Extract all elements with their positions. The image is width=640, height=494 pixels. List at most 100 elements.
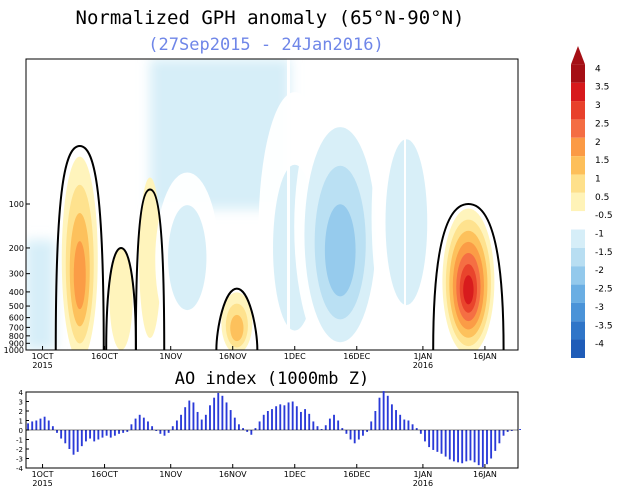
ao-bar [113, 430, 116, 436]
ao-bar [436, 430, 439, 452]
ao-bar [89, 430, 92, 439]
colorbar-swatch [571, 137, 585, 157]
ao-bar [200, 419, 203, 430]
x-tick-label: 16JAN [473, 470, 497, 479]
colorbar-swatch [571, 247, 585, 267]
ao-bar [432, 430, 435, 450]
x-tick-label: 1DEC [284, 352, 306, 361]
y-tick-label: 200 [9, 244, 24, 253]
anomaly-feature [109, 248, 133, 350]
colorbar-swatch [571, 284, 585, 303]
ao-bar [324, 425, 327, 430]
anomaly-feature [139, 177, 162, 338]
anomaly-feature [61, 156, 98, 350]
y-tick-label: 500 [9, 302, 24, 311]
y-tick-label: 100 [9, 200, 24, 209]
x-tick-year: 2016 [413, 361, 433, 370]
anomaly-band [168, 205, 207, 311]
colorbar-swatch [571, 229, 585, 248]
ao-bar [68, 430, 71, 449]
ao-bar [287, 402, 290, 430]
anomaly-band [230, 314, 244, 342]
ao-bar [118, 430, 120, 434]
ao-bar [258, 421, 261, 430]
colorbar-swatch [571, 321, 585, 340]
ao-bar [366, 430, 369, 432]
ao-bar [353, 430, 356, 444]
anomaly-band [139, 177, 162, 338]
anomaly-feature [442, 208, 495, 350]
zero-contour [134, 188, 166, 350]
ao-y-tick-label: 3 [19, 399, 23, 407]
ao-bar [242, 428, 244, 430]
ao-bar [486, 430, 488, 465]
zero-contour [215, 287, 259, 350]
ao-bar [60, 430, 63, 439]
colorbar-label: 2 [595, 138, 601, 148]
colorbar-label: -1 [595, 230, 604, 240]
ao-bar [403, 419, 406, 430]
ao-bar [386, 395, 389, 430]
colorbar-label: 4 [595, 64, 601, 74]
ao-bar [382, 391, 385, 430]
ao-bar [250, 430, 253, 435]
ao-bar [444, 430, 447, 457]
ao-bar [469, 430, 472, 461]
anomaly-band [385, 139, 428, 306]
ao-bar [370, 421, 373, 430]
ao-bar [283, 405, 286, 430]
ao-bar [316, 426, 319, 430]
x-tick-label: 1DEC [284, 470, 306, 479]
x-tick-label: 16DEC [343, 470, 370, 479]
ao-bar [85, 430, 87, 442]
ao-bar [448, 430, 451, 460]
ao-bar [328, 418, 331, 430]
ao-bar [142, 417, 145, 430]
colorbar-cap [571, 46, 585, 65]
ao-bar [349, 430, 352, 440]
y-tick-label: 900 [9, 339, 24, 348]
anomaly-band [73, 241, 86, 310]
ao-bar [279, 404, 282, 430]
ao-y-tick-label: 4 [19, 389, 24, 397]
x-tick-label: 1NOV [159, 352, 182, 361]
ao-bar [494, 430, 497, 451]
ao-bar [229, 410, 232, 430]
ao-bar [138, 414, 141, 430]
colorbar-swatch [571, 82, 585, 102]
ao-bar [411, 424, 414, 430]
x-tick-label: 1JAN [414, 352, 433, 361]
ao-bar [481, 430, 484, 468]
colorbar-cap [571, 339, 585, 358]
ao-bar [175, 420, 178, 430]
ao-bar [440, 430, 443, 454]
ao-bar [225, 402, 228, 430]
ao-bar [39, 418, 42, 430]
ao-bar [184, 407, 187, 430]
ao-bar [80, 430, 83, 447]
ao-bar [374, 411, 377, 430]
ao-bar [461, 430, 464, 464]
ao-bar [510, 430, 513, 431]
colorbar-swatch [571, 192, 585, 212]
colorbar-label: -2.5 [595, 285, 613, 295]
ao-bar [390, 404, 393, 430]
ao-y-tick-label: -1 [16, 437, 23, 445]
ao-bar [357, 430, 360, 440]
ao-bar [101, 430, 104, 438]
colorbar-label: 1.5 [595, 156, 609, 166]
ao-bar [171, 426, 174, 430]
anomaly-band [463, 275, 474, 305]
ao-bar [151, 426, 154, 430]
ao-bar [31, 421, 34, 430]
y-tick-label: 300 [9, 270, 24, 279]
y-tick-label: 600 [9, 314, 24, 323]
x-tick-label: 16OCT [91, 352, 118, 361]
colorbar-label: -4 [595, 340, 604, 350]
x-tick-label: 1NOV [159, 470, 182, 479]
colorbar-label: 1 [595, 174, 601, 184]
ao-bar [35, 420, 38, 430]
x-tick-label: 16OCT [91, 470, 118, 479]
ao-bar [93, 430, 96, 442]
